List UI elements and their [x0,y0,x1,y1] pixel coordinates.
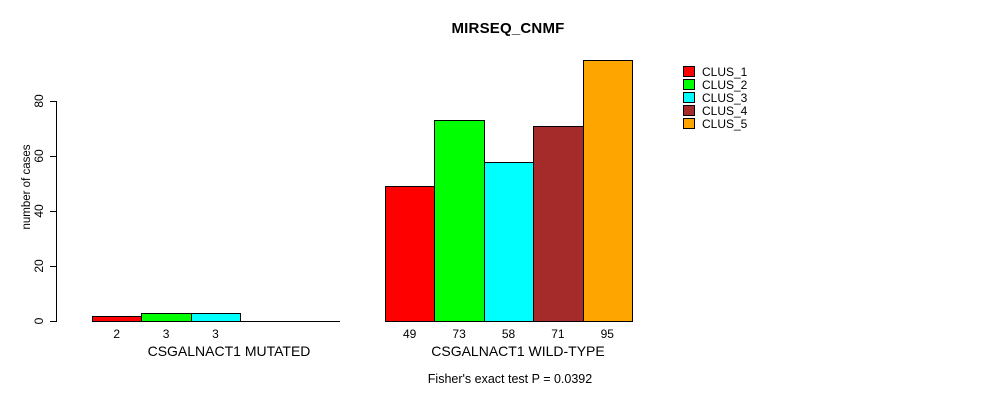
bar-CLUS_3 [190,312,242,322]
y-tick [50,101,57,102]
fisher-test-footnote: Fisher's exact test P = 0.0392 [427,372,593,386]
bar-CLUS_1 [92,315,143,322]
chart-title: MIRSEQ_CNMF [451,20,565,37]
bar-CLUS_2 [434,120,485,322]
legend-row: CLUS_1 [683,65,747,78]
legend-label: CLUS_5 [702,116,748,131]
y-tick [50,321,57,322]
y-tick [50,211,57,212]
legend-swatch-CLUS_1 [683,66,695,77]
legend-label: CLUS_3 [702,90,748,105]
y-tick [50,156,57,157]
bar-CLUS_3 [483,161,535,322]
bar-value-label: 49 [403,327,417,341]
legend-label: CLUS_4 [702,103,748,118]
bar-CLUS_1 [385,186,436,322]
bar-value-label: 3 [162,327,170,341]
bar-value-label: 71 [551,327,565,341]
bar-CLUS_4 [533,125,584,322]
y-tick-label: 0 [32,317,46,325]
legend-swatch-CLUS_4 [683,105,695,116]
group-label: CSGALNACT1 WILD-TYPE [431,343,605,359]
y-tick-label: 60 [32,149,46,163]
legend: CLUS_1 CLUS_2 CLUS_3 CLUS_4 CLUS_5 [683,65,747,130]
bar-CLUS_2 [141,312,192,322]
legend-row: CLUS_5 [683,117,747,130]
legend-row: CLUS_2 [683,78,747,91]
bar-value-label: 58 [501,327,516,341]
group-label: CSGALNACT1 MUTATED [147,343,311,359]
y-tick-label: 40 [32,204,46,218]
bar-value-label: 73 [452,327,466,341]
legend-row: CLUS_3 [683,91,747,104]
y-tick [50,266,57,267]
bar-value-label: 95 [600,327,614,341]
bar-value-label: 3 [212,327,219,341]
y-tick-label: 80 [32,94,46,108]
legend-label: CLUS_2 [702,77,748,92]
legend-swatch-CLUS_3 [683,92,695,103]
legend-row: CLUS_4 [683,104,747,117]
legend-label: CLUS_1 [702,64,748,79]
legend-swatch-CLUS_5 [683,118,695,129]
bar-value-label: 2 [113,327,121,341]
bar-CLUS_5 [582,59,633,322]
legend-swatch-CLUS_2 [683,79,695,90]
y-tick-label: 20 [32,259,46,273]
